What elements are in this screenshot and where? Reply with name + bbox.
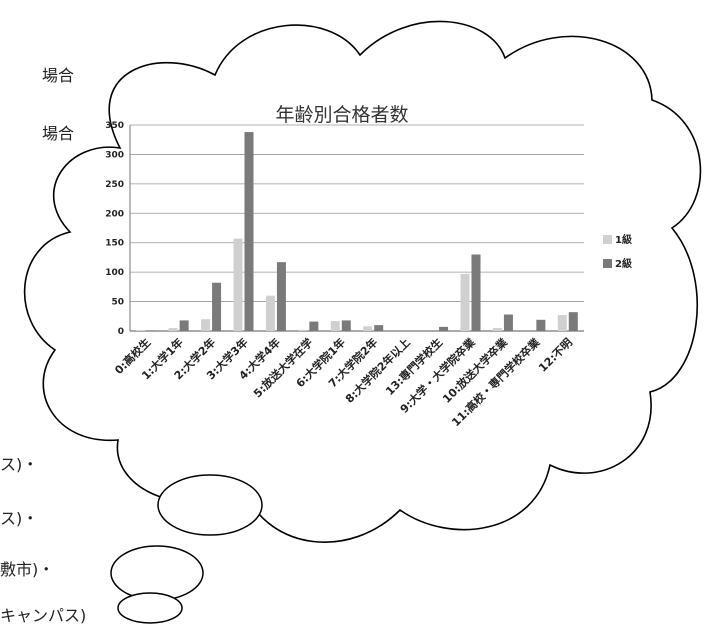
legend-label: 1級	[615, 233, 632, 246]
bar-grade2	[536, 319, 546, 331]
background-text-4: ス)・	[0, 509, 39, 528]
bar-grade1	[492, 328, 502, 331]
y-tick-label: 300	[105, 150, 124, 160]
bar-grade2	[147, 330, 157, 331]
bar-grade1	[460, 273, 470, 331]
y-tick-label: 100	[105, 268, 124, 278]
bar-grade1	[557, 315, 567, 331]
legend-swatch	[603, 235, 612, 244]
bar-grade2	[179, 320, 189, 331]
background-text-5: 敷市)・	[0, 560, 55, 579]
bar-grade2	[341, 320, 351, 331]
background-text-3: ス)・	[0, 455, 39, 474]
chart-title: 年齢別合格者数	[275, 104, 408, 126]
background-text-2: 場合	[42, 124, 75, 143]
bar-grade1	[265, 295, 275, 331]
y-tick-label: 0	[118, 327, 124, 337]
bar-grade2	[374, 325, 384, 331]
thought-cloud	[23, 20, 702, 624]
cloud-small-bubble-1	[157, 474, 263, 536]
bar-grade1	[168, 328, 178, 331]
bar-grade2	[568, 312, 578, 331]
bar-grade1	[201, 319, 211, 331]
bar-grade2	[503, 314, 513, 331]
cloud-small-bubble-2	[110, 545, 204, 601]
cloud-outline	[23, 20, 702, 543]
bar-grade1	[298, 329, 308, 331]
y-tick-label: 150	[105, 239, 124, 249]
cloud-small-bubble-3	[117, 592, 183, 624]
bar-grade2	[244, 132, 254, 331]
background-text-6: キャンパス)	[0, 606, 87, 625]
bar-grade2	[309, 321, 319, 331]
bar-grade1	[363, 326, 373, 331]
bar-grade2	[276, 262, 286, 331]
bar-grade2	[439, 326, 449, 331]
y-tick-label: 200	[105, 209, 124, 219]
bar-grade1	[136, 330, 146, 331]
y-tick-label: 50	[111, 298, 124, 308]
y-tick-label: 350	[105, 121, 124, 131]
bar-grade2	[471, 254, 481, 331]
bar-grade1	[233, 238, 243, 331]
y-tick-label: 250	[105, 180, 124, 190]
bar-grade1	[330, 320, 340, 331]
legend-swatch	[603, 259, 612, 268]
chart-legend: 1級 2級	[603, 233, 632, 270]
bar-grade2	[212, 282, 222, 331]
background-text-1: 場合	[42, 66, 75, 85]
legend-label: 2級	[615, 257, 632, 270]
